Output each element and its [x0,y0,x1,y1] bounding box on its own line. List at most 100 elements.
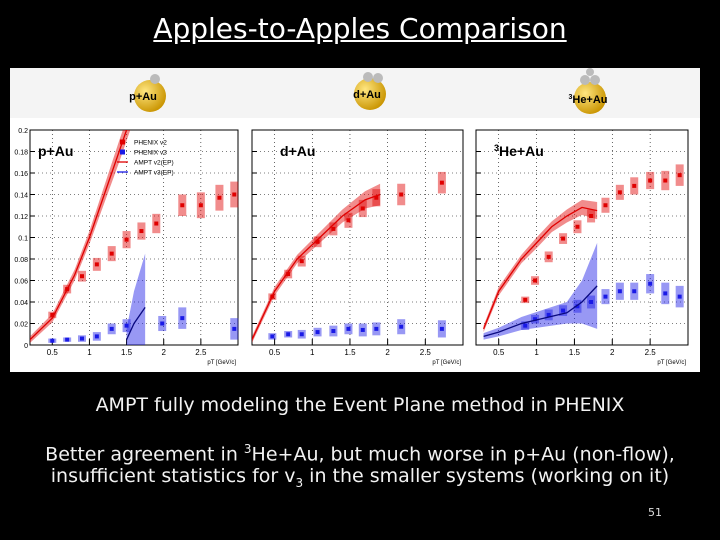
marker [533,317,538,322]
marker [523,323,528,328]
marker [217,195,222,200]
marker [180,203,185,208]
marker [575,304,580,309]
y-tick-label: 0.02 [14,322,28,329]
marker [331,329,336,334]
marker [160,321,165,326]
x-tick-label: 1 [310,348,315,357]
marker [124,237,129,242]
marker [94,262,99,267]
marker [346,326,351,331]
marker [617,190,622,195]
marker [399,192,404,197]
x-tick-label: 2 [161,348,166,357]
marker [154,221,159,226]
marker [299,259,304,264]
header-icon: p+Au [129,74,166,112]
x-tick-label: 0.5 [47,348,59,357]
marker [632,183,637,188]
marker [663,178,668,183]
marker [299,332,304,337]
note-text: insufficient statistics for v [50,465,296,487]
y-tick-label: 0.04 [14,300,28,307]
marker [50,312,55,317]
header-sup: 3 [568,94,572,101]
marker [575,224,580,229]
line [30,130,128,341]
slide-title: Apples-to-Apples Comparison [0,12,720,45]
marker [374,326,379,331]
marker [533,278,538,283]
line [483,285,598,338]
y-tick-label: 0.2 [18,128,28,135]
panel-title: d+Au [280,143,315,159]
marker [632,289,637,294]
header-icon: 3He+Au [568,68,608,114]
marker [589,300,594,304]
marker [546,254,551,259]
x-tick-label: 2.5 [645,348,657,357]
x-tick-label: 1.5 [121,348,133,357]
panel-title-sup: 3 [494,143,499,153]
figure: p+Au d+Au 3He+Au 00.020.040.060.080.10.1… [10,68,700,372]
legend-label: PHENIX v2 [134,140,167,147]
marker [139,229,144,234]
note-text: Better agreement in [45,443,244,466]
x-tick-label: 0.5 [493,348,505,357]
marker [315,330,320,335]
y-tick-label: 0.14 [14,193,28,200]
panel-title-text: p+Au [38,143,73,159]
x-tick-label: 1 [534,348,539,357]
marker [663,291,668,296]
marker [80,274,84,279]
panel-title: 3He+Au [494,143,544,159]
band [126,253,146,345]
chart-panel: 0.5 1 1.5 2 2.5pT [GeV/c] 3He+Au [475,129,689,366]
marker [232,192,237,197]
marker [109,251,114,256]
y-tick-label: 0.06 [14,279,28,286]
note-text: He+Au, but much worse in p+Au (non-flow)… [251,443,675,466]
legend-label: AMPT v2(EP) [134,160,174,167]
band [483,199,598,333]
y-tick-label: 0.1 [18,236,28,243]
marker [561,308,566,313]
marker [617,289,622,294]
band [483,242,598,340]
band [30,130,131,343]
marker [198,203,203,208]
marker [346,218,351,223]
x-tick-label: 1.5 [569,348,581,357]
marker [589,214,594,218]
note-sub: 3 [295,475,304,490]
y-tick-label: 0 [24,343,28,350]
legend-label: AMPT v3(EP) [134,170,174,177]
marker [315,239,320,244]
y-tick-label: 0.12 [14,214,28,221]
legend-label: PHENIX v3 [134,150,167,157]
marker [331,226,336,231]
marker [374,195,379,200]
marker [439,326,444,331]
marker [677,294,682,299]
marker [399,324,404,329]
marker [523,297,528,302]
y-tick-label: 0.08 [14,257,28,264]
marker [109,326,114,331]
legend-swatch [120,149,125,155]
x-tick-label: 2 [610,348,615,357]
marker [286,332,291,337]
marker [50,338,55,343]
page-number: 51 [648,506,662,519]
marker [65,337,70,342]
note: insufficient statistics for v3 in the sm… [0,463,720,496]
marker [286,272,291,277]
title-text: Apples-to-Apples Comparison [153,12,567,45]
marker [439,180,444,185]
marker [546,312,551,317]
note: Better agreement in 3He+Au, but much wor… [0,436,720,467]
y-tick-label: 0.16 [14,171,28,178]
header-icon: d+Au [353,72,386,110]
panel-title-text: He+Au [499,143,544,159]
header-label: p+Au [129,91,157,103]
